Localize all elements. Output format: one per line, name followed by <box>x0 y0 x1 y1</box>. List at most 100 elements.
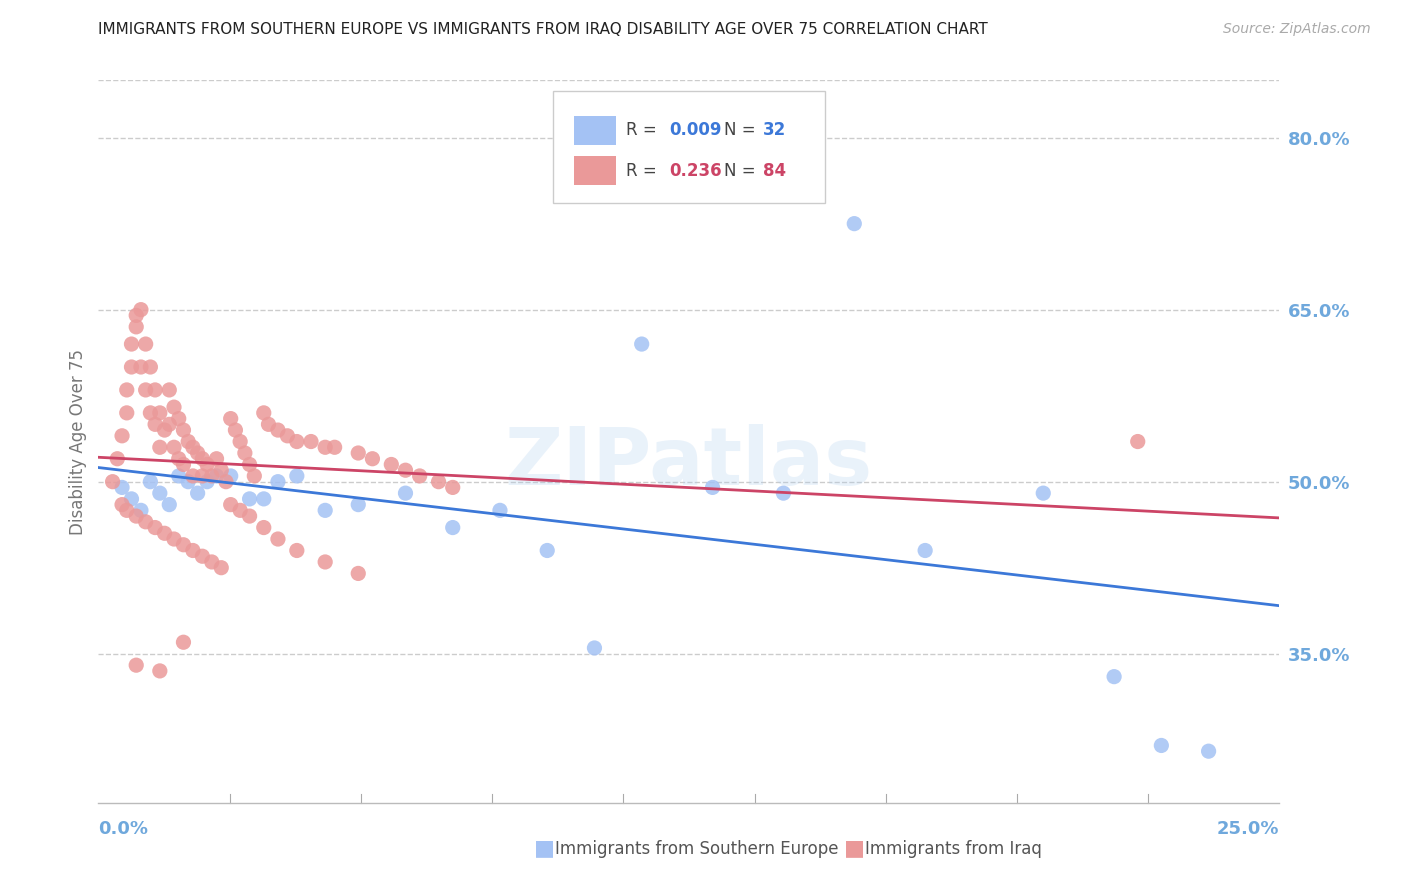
Point <box>224 423 246 437</box>
Point <box>191 549 214 564</box>
Point <box>187 486 209 500</box>
Point <box>323 440 346 454</box>
Point <box>149 486 172 500</box>
Point <box>347 566 370 581</box>
Point <box>101 475 124 489</box>
Text: IMMIGRANTS FROM SOUTHERN EUROPE VS IMMIGRANTS FROM IRAQ DISABILITY AGE OVER 75 C: IMMIGRANTS FROM SOUTHERN EUROPE VS IMMIG… <box>98 22 988 37</box>
Point <box>191 451 214 466</box>
Text: R =: R = <box>626 121 662 139</box>
Point <box>139 406 162 420</box>
FancyBboxPatch shape <box>575 117 616 145</box>
Point <box>153 423 176 437</box>
Text: 0.0%: 0.0% <box>98 820 149 838</box>
Point <box>143 417 166 432</box>
Point <box>143 520 166 534</box>
Text: ■: ■ <box>844 838 865 858</box>
Point <box>229 434 252 449</box>
Point <box>139 475 162 489</box>
Point <box>1150 739 1173 753</box>
Text: N =: N = <box>724 162 761 180</box>
Point <box>177 434 200 449</box>
Point <box>125 319 148 334</box>
Point <box>239 458 262 472</box>
Point <box>143 383 166 397</box>
Point <box>314 440 336 454</box>
Point <box>167 411 190 425</box>
Point <box>157 383 180 397</box>
Point <box>630 337 652 351</box>
Text: 25.0%: 25.0% <box>1218 820 1279 838</box>
Point <box>314 503 336 517</box>
Point <box>229 503 252 517</box>
Point <box>139 359 162 374</box>
Point <box>167 451 190 466</box>
Point <box>1102 670 1125 684</box>
Text: R =: R = <box>626 162 662 180</box>
Point <box>163 400 186 414</box>
Point <box>125 509 148 524</box>
Point <box>347 498 370 512</box>
FancyBboxPatch shape <box>553 91 825 203</box>
Point <box>149 664 172 678</box>
Point <box>219 469 242 483</box>
Point <box>299 434 322 449</box>
Point <box>347 446 370 460</box>
Point <box>257 417 280 432</box>
Point <box>111 498 134 512</box>
Point <box>285 543 308 558</box>
Point <box>914 543 936 558</box>
Point <box>772 486 794 500</box>
Point <box>135 383 157 397</box>
Point <box>149 440 172 454</box>
Point <box>121 359 143 374</box>
Point <box>1032 486 1054 500</box>
Point <box>125 309 148 323</box>
Point <box>267 475 290 489</box>
FancyBboxPatch shape <box>575 156 616 185</box>
Point <box>105 451 128 466</box>
Text: 32: 32 <box>763 121 786 139</box>
Point <box>129 503 152 517</box>
Point <box>172 458 194 472</box>
Point <box>205 469 228 483</box>
Point <box>219 498 242 512</box>
Point <box>408 469 430 483</box>
Point <box>121 491 143 506</box>
Point <box>205 451 228 466</box>
Point <box>1198 744 1220 758</box>
Point <box>285 469 308 483</box>
Point <box>394 486 416 500</box>
Point <box>191 469 214 483</box>
Text: N =: N = <box>724 121 761 139</box>
Point <box>1126 434 1149 449</box>
Point <box>215 475 238 489</box>
Point <box>163 440 186 454</box>
Text: 84: 84 <box>763 162 786 180</box>
Point <box>163 532 186 546</box>
Point <box>121 337 143 351</box>
Text: Source: ZipAtlas.com: Source: ZipAtlas.com <box>1223 22 1371 37</box>
Point <box>195 475 218 489</box>
Point <box>702 480 724 494</box>
Point <box>844 217 866 231</box>
Point <box>239 509 262 524</box>
Point <box>201 555 224 569</box>
Point <box>219 411 242 425</box>
Point <box>187 446 209 460</box>
Point <box>181 440 204 454</box>
Point <box>135 337 157 351</box>
Point <box>253 491 276 506</box>
Point <box>177 475 200 489</box>
Point <box>253 406 276 420</box>
Point <box>209 560 232 574</box>
Point <box>157 417 180 432</box>
Point <box>115 383 138 397</box>
Text: Immigrants from Iraq: Immigrants from Iraq <box>865 840 1042 858</box>
Point <box>115 503 138 517</box>
Point <box>441 520 464 534</box>
Text: 0.236: 0.236 <box>669 162 721 180</box>
Point <box>233 446 256 460</box>
Point <box>285 434 308 449</box>
Point <box>181 469 204 483</box>
Point <box>209 463 232 477</box>
